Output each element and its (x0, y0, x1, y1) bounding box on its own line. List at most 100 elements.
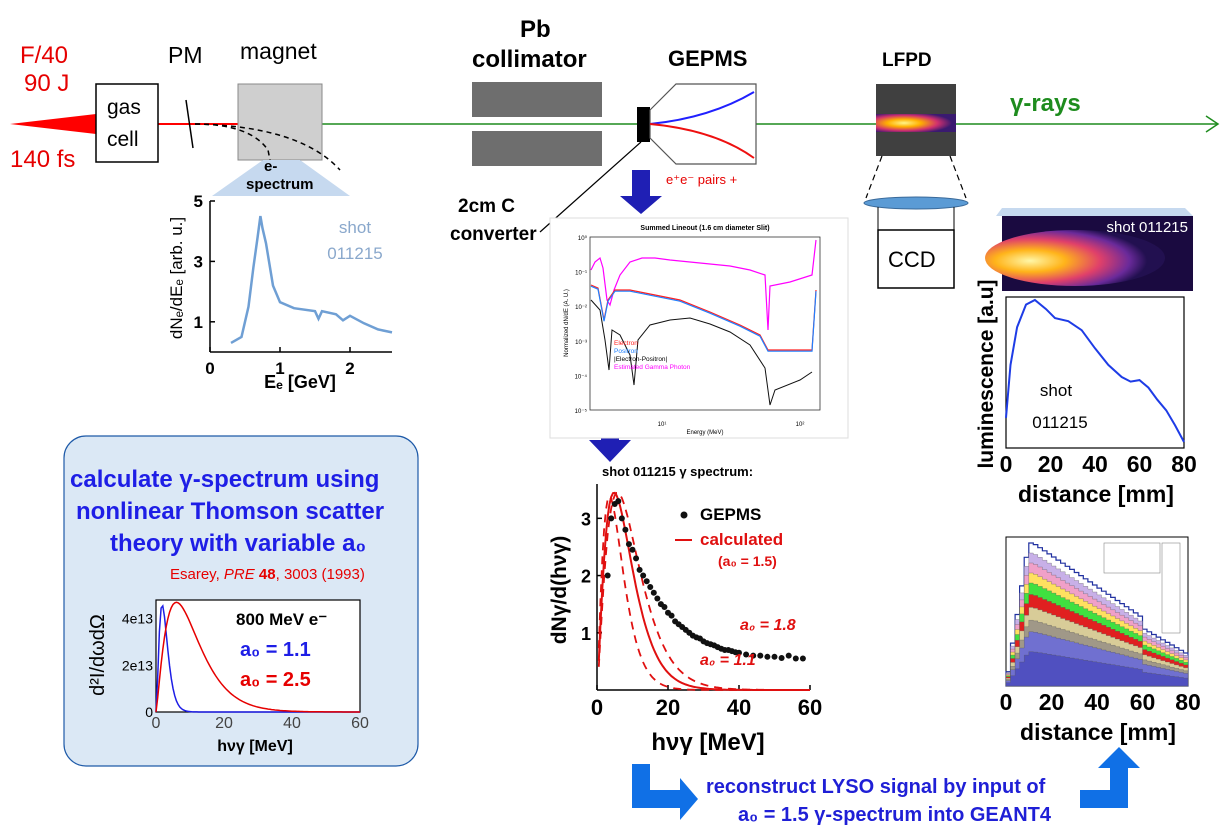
espec-x-tick-label: 1 (275, 359, 284, 378)
gepms-legend-item: Electron (614, 340, 638, 347)
thomson-plot: 0 20 40 60 0 2e13 4e13 800 MeV e⁻ a₀ = 1.1 a₀ = 2… (87, 599, 369, 755)
converter-label-1: 2cm C (458, 196, 516, 217)
gepms-gamma-curve (590, 239, 817, 331)
pm-label: PM (168, 42, 203, 68)
ccd-image-shot-label: shot 011215 (1107, 219, 1188, 236)
gamma-data-point (750, 652, 757, 659)
espectrum-title-1: e- (264, 158, 278, 175)
espec-x-label: Eₑ [GeV] (264, 372, 336, 392)
laser-duration-label: 140 fs (10, 146, 76, 173)
gamma-data-point (633, 555, 640, 562)
gepms-plot-frame (549, 217, 849, 439)
bottom-text-line-2: a₀ = 1.5 γ-spectrum into GEANT4 (738, 804, 1051, 826)
lens (863, 196, 969, 210)
gamma-data-point (622, 526, 629, 533)
thomson-x-tick-label: 40 (283, 715, 301, 732)
thomson-a25-curve (155, 601, 360, 713)
gamma-data-point (647, 584, 654, 590)
espec-y-tick-label: 5 (194, 192, 203, 211)
gamma-data-point (743, 651, 750, 658)
geant-x-label: distance [mm] (1020, 719, 1176, 745)
gamma-data-point (629, 546, 636, 553)
gepms-y-tick-label: 10⁰ (578, 235, 588, 242)
espec-y-tick-label: 1 (194, 313, 203, 332)
gamma-legend-a0: (a₀ = 1.5) (718, 553, 777, 569)
gamma-x-tick-label: 0 (591, 695, 603, 720)
pb-label: Pb (520, 16, 551, 43)
geant-histogram-layer (1005, 651, 1189, 687)
gamma-data-point (615, 498, 622, 505)
lum-y-label: luminescence [a.u] (975, 279, 998, 468)
electron-track (649, 123, 755, 159)
carbon-converter (637, 107, 650, 142)
gamma-label-a11: a₀ = 1.1 (700, 652, 756, 669)
gamma-data-point (618, 515, 625, 522)
gepms-difference-curve (590, 299, 813, 406)
gamma-data-point (792, 655, 799, 662)
bottom-arrow-left (632, 764, 698, 820)
gepms-y-label: Normalized dN/dE (A. U.) (564, 289, 570, 357)
gamma-beam-arrowhead (1205, 115, 1220, 133)
gepms-x-label: Energy (MeV) (686, 430, 723, 436)
luminescence-plot: shot 011215 shot 011215 0 20 40 60 80 luminescen… (975, 219, 1197, 507)
thomson-x-tick-label: 0 (152, 715, 161, 732)
gamma-x-tick-label: 60 (798, 695, 822, 720)
thomson-plot-frame (155, 599, 361, 713)
gamma-data-point (764, 653, 771, 660)
geant-x-tick-label: 20 (1039, 689, 1065, 715)
gamma-data-point (736, 649, 742, 656)
thomson-y-label: d²I/dωdΩ (87, 614, 109, 696)
gamma-legend-gepms: GEPMS (700, 505, 761, 524)
gamma-data-point (771, 653, 778, 660)
gamma-data-point (636, 566, 643, 573)
lum-x-tick-label: 0 (1000, 451, 1013, 477)
lum-x-label: distance [mm] (1018, 481, 1174, 507)
gepms-x-tick-label: 10² (796, 422, 805, 428)
pairs-label: e⁺e⁻ pairs + (666, 172, 738, 187)
gamma-x-label: hνγ [MeV] (651, 729, 764, 756)
ccd-box (877, 229, 955, 289)
gamma-data-point (608, 515, 615, 522)
espec-x-tick-label: 0 (205, 359, 214, 378)
gamma-data-point (785, 652, 792, 659)
lum-x-tick-label: 60 (1127, 451, 1153, 477)
gamma-legend-calculated: calculated (700, 530, 783, 549)
gepms-y-tick-label: 10⁻² (575, 305, 587, 311)
thomson-a0-25-label: a₀ = 2.5 (240, 669, 311, 691)
lfpd-lens-dash-left (865, 155, 883, 199)
thomson-y-tick-label: 4e13 (122, 611, 153, 627)
gamma-x-tick-label: 20 (656, 695, 680, 720)
converter-label-2: converter (450, 224, 537, 245)
ccd-image-glow (985, 230, 1165, 286)
gepms-plot-axes (589, 236, 821, 411)
gepms-legend-item: Estimated Gamma Photon (614, 364, 691, 371)
geant-x-tick-label: 80 (1175, 689, 1201, 715)
bottom-text-line-1: reconstruct LYSO signal by input of (706, 776, 1046, 798)
thomson-line-3: theory with variable a₀ (110, 530, 367, 557)
positron-track (649, 91, 755, 125)
lum-plot-frame (1005, 296, 1185, 449)
gamma-y-tick-label: 2 (581, 567, 591, 587)
cell-label: cell (107, 128, 139, 151)
gamma-data-point (643, 578, 650, 585)
geant4-histogram: 0 20 40 60 80 distance [mm] (1000, 536, 1201, 745)
gepms-y-tick-label: 10⁻³ (575, 340, 587, 346)
gepms-positron-curve (590, 285, 817, 352)
thomson-x-label: hνγ [MeV] (217, 738, 293, 755)
gamma-data-point (778, 654, 785, 661)
lum-x-tick-label: 40 (1082, 451, 1108, 477)
lum-curve (1005, 298, 1185, 443)
gamma-data-point (604, 572, 611, 579)
espec-shot-label-1: shot (339, 218, 371, 237)
gepms-lineout-plot: Summed Lineout (1.6 cm diameter Slit) 10⁰… (549, 217, 849, 439)
espec-y-tick-label: 3 (194, 252, 203, 271)
lfpd-luminescence (876, 114, 956, 132)
thomson-a0-11-label: a₀ = 1.1 (240, 639, 311, 661)
thomson-reference: Esarey, PRE 48, 3003 (1993) (170, 566, 365, 583)
laser-pulse (10, 114, 96, 134)
gamma-label-a18: a₀ = 1.8 (740, 617, 796, 634)
espectrum-title-2: spectrum (246, 176, 314, 193)
geant-x-tick-label: 0 (1000, 689, 1013, 715)
thomson-electron-energy: 800 MeV e⁻ (236, 610, 327, 629)
geant-stats-box (1103, 542, 1161, 574)
